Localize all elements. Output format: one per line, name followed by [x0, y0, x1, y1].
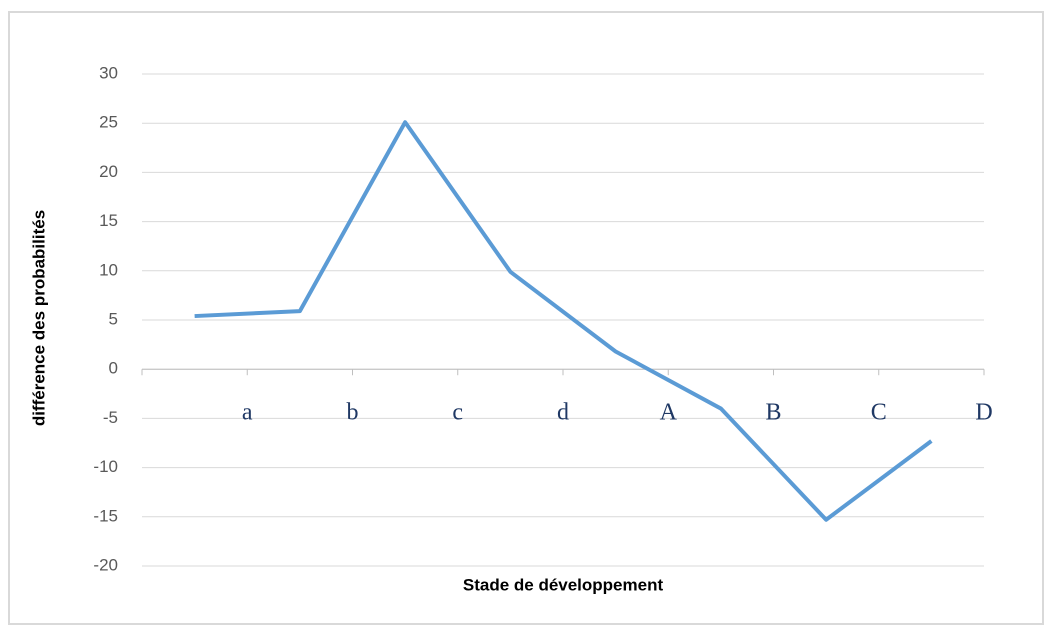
- x-tick-label: a: [242, 400, 253, 426]
- y-tick-label: -15: [93, 506, 118, 525]
- y-tick-label: 30: [99, 63, 118, 82]
- x-tick-label: C: [871, 400, 887, 426]
- y-tick-label: 5: [109, 309, 118, 328]
- x-tick-label: d: [557, 400, 569, 426]
- x-tick-label: A: [660, 400, 678, 426]
- y-tick-label: -10: [93, 457, 118, 476]
- x-tick-label: b: [347, 400, 359, 426]
- x-tick-label: D: [975, 400, 992, 426]
- y-tick-label: -20: [93, 555, 118, 574]
- x-axis-title: Stade de développement: [463, 575, 664, 594]
- data-line: [194, 120, 933, 522]
- x-tick-label: c: [452, 400, 463, 426]
- y-tick-label: 15: [99, 211, 118, 230]
- chart-frame: [8, 11, 1044, 625]
- y-axis-title: différence des probabilités: [29, 210, 48, 426]
- y-tick-label: 20: [99, 162, 118, 181]
- y-tick-label: 25: [99, 113, 118, 132]
- y-tick-label: 10: [99, 260, 118, 279]
- x-tick-label: B: [765, 400, 781, 426]
- y-tick-label: 0: [109, 359, 118, 378]
- y-tick-label: -5: [103, 408, 118, 427]
